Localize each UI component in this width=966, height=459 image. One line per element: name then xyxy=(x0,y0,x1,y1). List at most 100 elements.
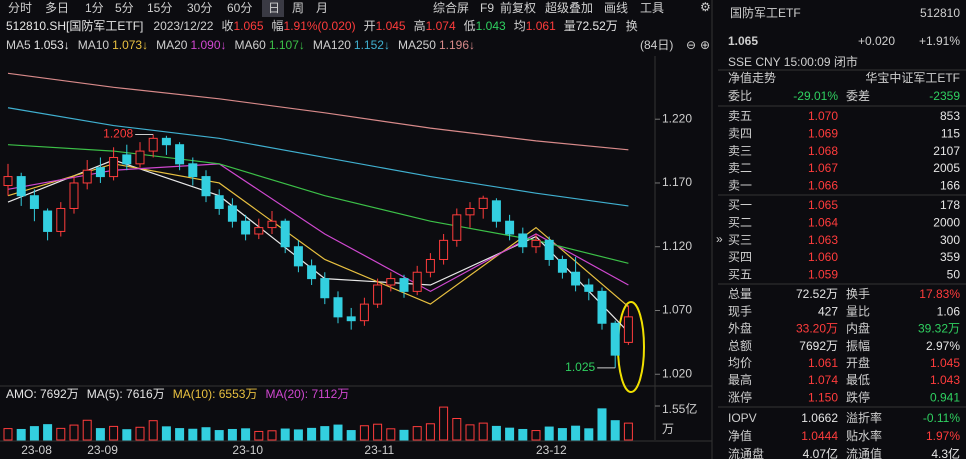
candle-body xyxy=(161,137,171,146)
candle-body xyxy=(82,169,92,184)
value: 1.06 xyxy=(937,304,961,318)
y-tick-label: 1.170 xyxy=(662,175,692,189)
value: 1.074 xyxy=(808,373,838,387)
label: 换手 xyxy=(846,287,870,301)
toolbar-item[interactable]: 30分 xyxy=(187,1,212,15)
book-label: 买一 xyxy=(728,198,752,212)
quote-name: 国防军工ETF xyxy=(730,5,801,20)
candle-body xyxy=(214,195,224,209)
field-value: 1.045 xyxy=(376,19,406,33)
label: 流通盘 xyxy=(728,446,764,459)
toolbar-item[interactable]: 超级叠加 xyxy=(545,0,593,15)
quote-price: 1.065 xyxy=(728,34,758,48)
ma-name: MA250 xyxy=(398,38,436,52)
field-value: 1.043 xyxy=(476,19,506,33)
book-label: 卖四 xyxy=(728,126,752,140)
book-price: 1.068 xyxy=(808,144,838,158)
value: 427 xyxy=(818,304,838,318)
candle-body xyxy=(241,220,251,235)
book-volume: 2000 xyxy=(933,215,960,229)
volume-bar xyxy=(175,428,185,441)
candle-body xyxy=(346,316,356,322)
field-label: 高 xyxy=(414,18,426,33)
toolbar-item[interactable]: 5分 xyxy=(115,1,134,15)
toolbar-item[interactable]: 周 xyxy=(292,1,304,15)
icon[interactable]: ⊕ xyxy=(700,38,710,52)
book-label: 买五 xyxy=(728,267,752,281)
x-tick-label: 23-08 xyxy=(21,443,52,457)
volume-bar xyxy=(267,430,277,441)
candle-body xyxy=(610,322,620,356)
candle-body xyxy=(320,278,330,299)
toolbar-item[interactable]: 多日 xyxy=(45,1,69,15)
toolbar-item[interactable]: 60分 xyxy=(227,1,252,15)
toolbar-item[interactable]: 前复权 xyxy=(500,0,536,15)
icon[interactable]: ⊖ xyxy=(686,38,696,52)
candle-body xyxy=(307,265,317,280)
toolbar-item[interactable]: F9 xyxy=(480,1,494,15)
volume-bar xyxy=(478,422,488,441)
value: 4.3亿 xyxy=(931,446,960,459)
volume-bar xyxy=(82,419,92,441)
volume-bar xyxy=(412,426,422,441)
candle-body xyxy=(280,220,290,248)
volume-bar xyxy=(597,408,607,441)
toolbar-item[interactable]: 日 xyxy=(268,1,280,15)
candle-body xyxy=(373,284,383,305)
volume-bar xyxy=(452,418,462,441)
label: 涨停 xyxy=(728,389,752,404)
active-tab-bg xyxy=(262,0,284,17)
volume-bar xyxy=(571,425,581,441)
candle-body xyxy=(452,214,462,241)
tab[interactable]: 华宝中证军工ETF xyxy=(865,70,960,85)
book-label: 卖五 xyxy=(728,109,752,123)
volume-bar xyxy=(425,423,435,441)
ma-name: MA60 xyxy=(235,38,267,52)
volume-bar xyxy=(307,427,317,441)
candle-body xyxy=(293,246,303,267)
field-value: 1.074 xyxy=(426,19,456,33)
volume-bar xyxy=(623,422,633,441)
candle-body xyxy=(571,271,581,286)
toolbar-item[interactable]: 综合屏 xyxy=(433,0,469,15)
x-tick-label: 23-09 xyxy=(87,443,118,457)
candle-body xyxy=(69,182,79,209)
tab[interactable]: 净值走势 xyxy=(728,70,776,85)
field-label: 均 xyxy=(514,19,526,33)
field-label: 幅 xyxy=(272,18,284,33)
candle-body xyxy=(109,156,119,178)
toolbar-item[interactable]: 1分 xyxy=(85,1,104,15)
volume-bar xyxy=(43,424,53,441)
volume-bar xyxy=(293,429,303,441)
label: 开盘 xyxy=(846,355,870,370)
label: 量比 xyxy=(846,304,870,318)
toolbar-item[interactable]: 15分 xyxy=(147,1,172,15)
candle-body xyxy=(412,271,422,292)
toolbar-item[interactable]: 月 xyxy=(316,1,328,15)
candle-body xyxy=(623,316,633,343)
candle-body xyxy=(201,176,211,197)
volume-bar xyxy=(69,424,79,441)
collapse-icon[interactable]: » xyxy=(716,232,723,246)
y-tick-label: 1.120 xyxy=(662,239,692,253)
field-value: 1.065 xyxy=(233,19,263,33)
field-label: 开 xyxy=(364,19,376,33)
quote-change: +0.020 xyxy=(858,34,895,48)
book-price: 1.066 xyxy=(808,178,838,192)
toolbar-item[interactable]: 画线 xyxy=(604,1,628,15)
candle-body xyxy=(478,197,488,209)
label: 外盘 xyxy=(728,321,752,336)
toolbar-item[interactable]: 工具 xyxy=(640,1,664,15)
ma-value: 1.152↓ xyxy=(354,38,390,52)
volume-bar xyxy=(280,428,290,441)
value: -2359 xyxy=(929,89,960,103)
volume-bar xyxy=(188,428,198,441)
candle-body xyxy=(333,297,343,318)
toolbar-item[interactable]: 分时 xyxy=(8,1,32,15)
field-value: 1.061 xyxy=(526,19,556,33)
settings-icon[interactable]: ⚙ xyxy=(700,0,711,14)
period-button[interactable]: (84日) xyxy=(640,38,673,52)
candle-body xyxy=(399,278,409,292)
volume-bar xyxy=(610,420,620,441)
